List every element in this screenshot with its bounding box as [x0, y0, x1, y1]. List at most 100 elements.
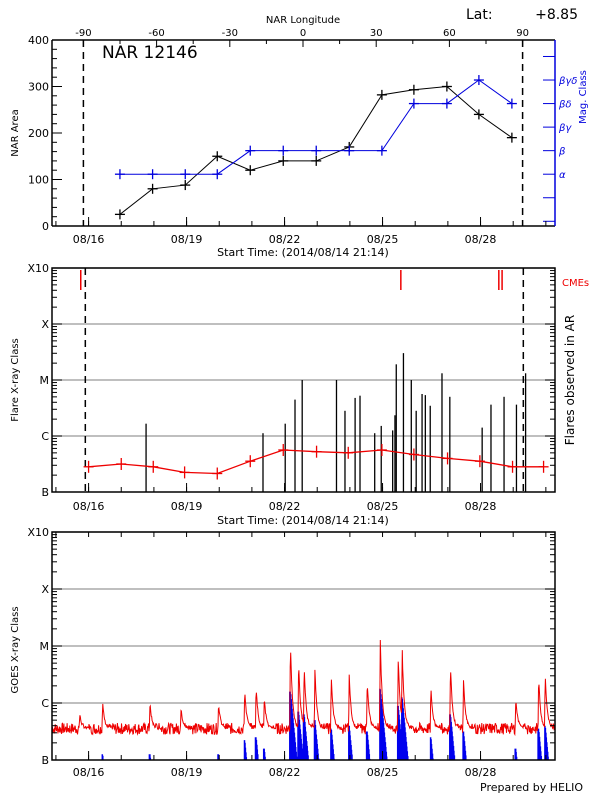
- y-axis-label: Flare X-ray Class: [10, 338, 21, 422]
- background-point: [83, 460, 94, 473]
- panel-nar-area: NAR Longitude Lat: +8.85 NAR 12146 NAR A…: [10, 7, 589, 259]
- background-point: [343, 446, 354, 459]
- data-point-mag-class: [473, 75, 484, 86]
- data-point-nar-area: [506, 132, 517, 143]
- background-point: [116, 458, 127, 470]
- background-point: [148, 460, 159, 473]
- x-tick-label: 08/19: [171, 500, 203, 513]
- latitude-label: Lat:: [466, 7, 493, 23]
- data-point-mag-class: [114, 169, 125, 180]
- data-point-nar-area: [114, 209, 125, 220]
- top-axis-label: NAR Longitude: [266, 15, 340, 26]
- data-point-mag-class: [311, 145, 322, 156]
- x-tick-label: 08/25: [367, 500, 399, 513]
- cme-label: CMEs: [562, 278, 589, 289]
- panel-flares: Flare X-ray Class Flares observed in AR …: [10, 262, 589, 527]
- credit-text: Prepared by HELIO: [480, 781, 583, 794]
- region-title: NAR 12146: [102, 43, 198, 63]
- y2-tick-label: βγ: [558, 123, 572, 134]
- x-axis-title: Start Time: (2014/08/14 21:14): [217, 514, 389, 527]
- data-point-nar-area: [408, 84, 419, 95]
- x-tick-label: 08/28: [465, 233, 497, 246]
- plot-frame: [51, 531, 556, 761]
- y-tick-label: X: [41, 583, 49, 596]
- background-point: [474, 455, 485, 468]
- top-tick-label: -90: [75, 28, 91, 39]
- data-point-nar-area: [212, 151, 223, 162]
- x-tick-label: 08/19: [171, 766, 203, 779]
- x-tick-label: 08/22: [269, 233, 301, 246]
- data-point-mag-class: [506, 98, 517, 109]
- background-point: [311, 445, 322, 458]
- y-tick-label: 0: [42, 220, 49, 233]
- background-point: [538, 460, 549, 473]
- x-tick-label: 08/16: [73, 766, 105, 779]
- goes-long-channel-series: [51, 639, 556, 737]
- background-point: [179, 466, 190, 479]
- background-point: [507, 460, 518, 473]
- y2-axis-label: Mag. Class: [578, 70, 589, 124]
- data-point-nar-area: [441, 81, 452, 92]
- data-point-mag-class: [278, 145, 289, 156]
- top-tick-label: 90: [516, 28, 529, 39]
- panel-goes: GOES X-ray Class B C M X X10 08/16 08/19 08/22 0…: [10, 526, 556, 779]
- x-tick-label: 08/19: [171, 233, 203, 246]
- y-tick-label: X: [41, 318, 49, 331]
- y-tick-label: 300: [28, 81, 49, 94]
- y-axis-label: NAR Area: [10, 109, 21, 156]
- plot-frame: [51, 267, 556, 493]
- y-axis-label: GOES X-ray Class: [10, 606, 21, 693]
- data-point-mag-class: [212, 169, 223, 180]
- top-tick-label: 60: [443, 28, 456, 39]
- y2-tick-label: βγδ: [558, 76, 577, 87]
- y-tick-label: 400: [28, 34, 49, 47]
- y-tick-label: X10: [27, 262, 49, 275]
- data-point-mag-class: [376, 145, 387, 156]
- x-axis-title: Start Time: (2014/08/14 21:14): [217, 246, 389, 259]
- data-point-nar-area: [473, 109, 484, 120]
- background-point: [212, 467, 223, 480]
- y-tick-label: C: [41, 697, 49, 710]
- data-point-mag-class: [441, 98, 452, 109]
- data-point-nar-area: [180, 180, 191, 191]
- data-point-mag-class: [408, 98, 419, 109]
- data-point-nar-area: [278, 155, 289, 166]
- top-tick-label: 0: [300, 28, 306, 39]
- y-tick-label: X10: [27, 526, 49, 539]
- y-tick-label: B: [41, 486, 49, 499]
- background-point: [408, 448, 419, 461]
- y2-tick-label: β: [558, 147, 566, 158]
- y2-tick-label: βδ: [558, 100, 572, 111]
- data-point-nar-area: [311, 155, 322, 166]
- background-point: [278, 444, 289, 456]
- y-tick-label: C: [41, 430, 49, 443]
- x-tick-label: 08/22: [269, 500, 301, 513]
- data-point-mag-class: [245, 145, 256, 156]
- latitude-value: +8.85: [535, 7, 578, 23]
- y2-axis-label: Flares observed in AR: [563, 315, 577, 445]
- background-point: [376, 444, 387, 456]
- top-tick-label: -30: [222, 28, 238, 39]
- x-tick-label: 08/25: [367, 766, 399, 779]
- y-tick-label: M: [40, 374, 50, 387]
- background-point: [245, 455, 256, 468]
- x-tick-label: 08/25: [367, 233, 399, 246]
- x-tick-label: 08/28: [465, 500, 497, 513]
- y2-tick-label: α: [559, 170, 566, 181]
- x-tick-label: 08/16: [73, 500, 105, 513]
- y-tick-label: 200: [28, 127, 49, 140]
- data-point-mag-class: [344, 145, 355, 156]
- x-tick-label: 08/16: [73, 233, 105, 246]
- data-point-nar-area: [245, 165, 256, 176]
- y-tick-label: B: [41, 754, 49, 767]
- background-point: [442, 452, 453, 465]
- data-point-mag-class: [147, 169, 158, 180]
- x-tick-label: 08/22: [269, 766, 301, 779]
- data-point-nar-area: [376, 89, 387, 100]
- data-point-mag-class: [180, 169, 191, 180]
- top-tick-label: 30: [370, 28, 383, 39]
- y-tick-label: M: [40, 640, 50, 653]
- x-tick-label: 08/28: [465, 766, 497, 779]
- data-point-nar-area: [147, 183, 158, 194]
